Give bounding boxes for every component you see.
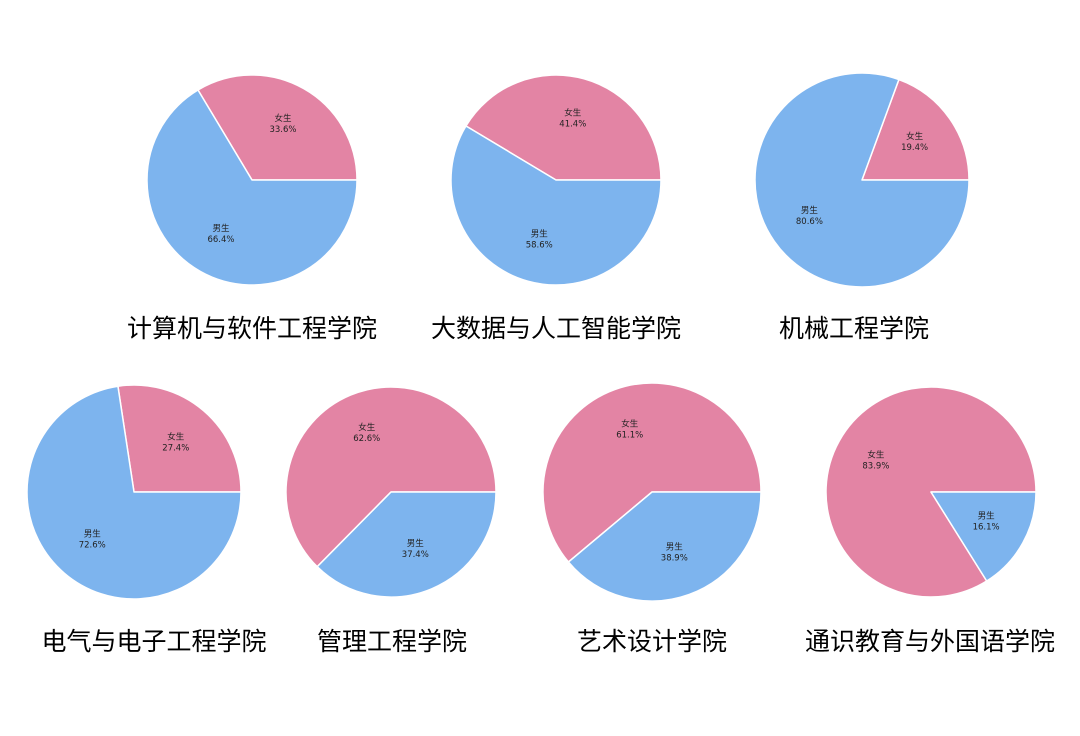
slice-label-female: 女生 — [867, 450, 885, 461]
slice-label-female: 女生 — [906, 131, 924, 142]
pie-slice-male — [316, 491, 497, 598]
pie-slice-female — [465, 74, 662, 181]
slice-percent-male: 16.1% — [973, 523, 1000, 533]
slice-percent-female: 19.4% — [901, 143, 928, 153]
slice-label-female: 女生 — [167, 431, 185, 442]
slice-percent-female: 33.6% — [269, 125, 296, 135]
pie-slice-male — [26, 385, 242, 600]
slice-percent-female: 41.4% — [559, 119, 586, 129]
pie-slice-male — [930, 491, 1037, 582]
pie-slice-male — [146, 89, 358, 286]
pie-title: 大数据与人工智能学院 — [431, 314, 681, 343]
pie-slice-female — [861, 78, 970, 181]
slice-label-female: 女生 — [358, 422, 376, 433]
pie-title: 电气与电子工程学院 — [41, 627, 266, 656]
slice-label-male: 男生 — [978, 511, 996, 522]
pie-slice-male — [450, 125, 662, 286]
slice-percent-male: 66.4% — [207, 235, 234, 245]
slice-percent-male: 37.4% — [402, 550, 429, 560]
slice-label-female: 女生 — [564, 107, 582, 118]
pie-title: 机械工程学院 — [779, 314, 929, 343]
pie-slice-female — [285, 386, 497, 568]
slice-label-male: 男生 — [84, 529, 102, 540]
slice-percent-male: 38.9% — [661, 554, 688, 564]
slice-percent-male: 58.6% — [526, 241, 553, 251]
slice-percent-female: 27.4% — [162, 443, 189, 453]
pie-slice-male — [567, 491, 762, 602]
slice-percent-male: 80.6% — [796, 217, 823, 227]
slice-label-male: 男生 — [666, 542, 684, 553]
slice-label-male: 男生 — [531, 229, 549, 240]
slice-percent-female: 62.6% — [353, 434, 380, 444]
pie-title: 通识教育与外国语学院 — [805, 627, 1055, 656]
slice-label-female: 女生 — [621, 419, 639, 430]
pie-slice-male — [754, 72, 970, 288]
slice-percent-female: 61.1% — [616, 431, 643, 441]
slice-label-male: 男生 — [801, 205, 819, 216]
pie-slice-female — [197, 74, 358, 181]
slice-percent-female: 83.9% — [862, 462, 889, 472]
slice-label-male: 男生 — [407, 538, 425, 549]
pie-title: 管理工程学院 — [317, 627, 467, 656]
slice-label-female: 女生 — [274, 113, 292, 124]
pie-slice-female — [117, 384, 242, 493]
slice-label-male: 男生 — [212, 223, 230, 234]
pie-title: 计算机与软件工程学院 — [127, 314, 377, 343]
pie-title: 艺术设计学院 — [577, 627, 727, 656]
pie-slice-female — [542, 382, 762, 563]
slice-percent-male: 72.6% — [79, 541, 106, 551]
